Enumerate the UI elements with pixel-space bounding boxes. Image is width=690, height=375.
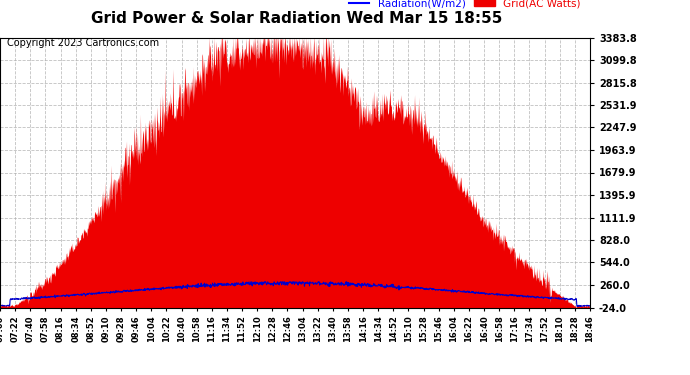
Legend: Radiation(W/m2), Grid(AC Watts): Radiation(W/m2), Grid(AC Watts) [344,0,584,12]
Text: Grid Power & Solar Radiation Wed Mar 15 18:55: Grid Power & Solar Radiation Wed Mar 15 … [91,11,502,26]
Text: Copyright 2023 Cartronics.com: Copyright 2023 Cartronics.com [7,38,159,48]
